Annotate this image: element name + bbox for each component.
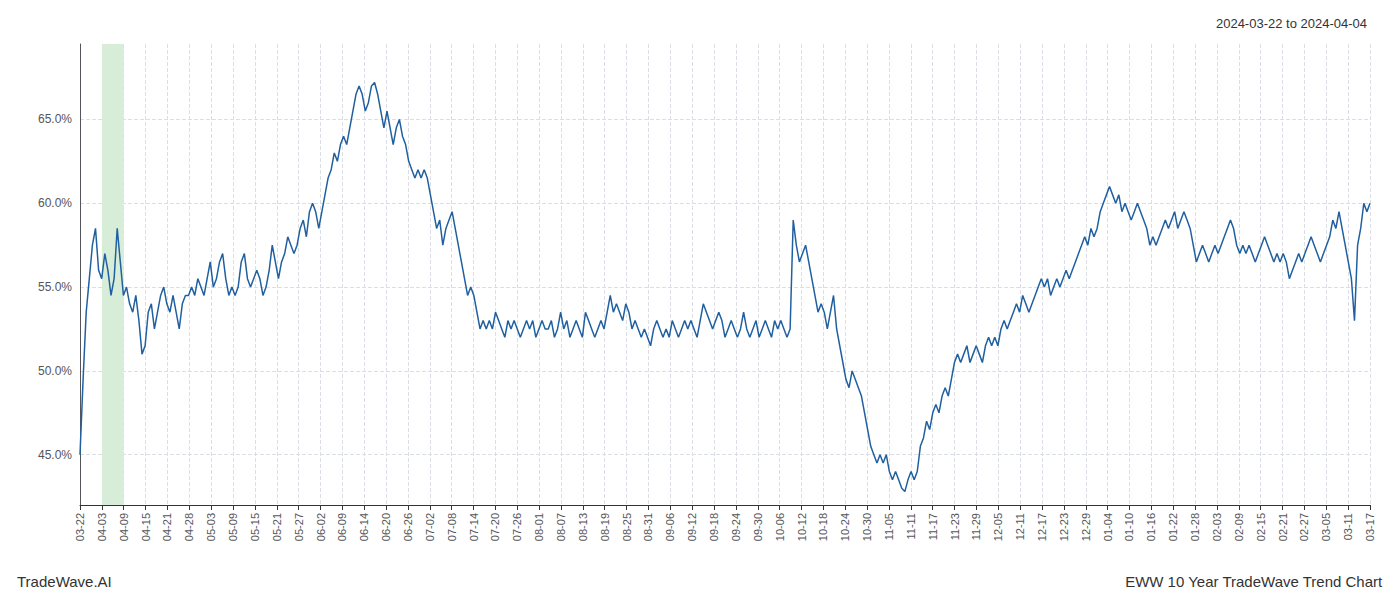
svg-text:01-28: 01-28 xyxy=(1189,513,1201,541)
svg-text:08-07: 08-07 xyxy=(555,513,567,541)
svg-text:10-18: 10-18 xyxy=(817,513,829,541)
svg-text:05-21: 05-21 xyxy=(271,513,283,541)
svg-text:01-04: 01-04 xyxy=(1102,513,1114,541)
svg-text:09-18: 09-18 xyxy=(708,513,720,541)
svg-text:04-03: 04-03 xyxy=(96,513,108,541)
svg-text:05-03: 05-03 xyxy=(205,513,217,541)
svg-text:10-30: 10-30 xyxy=(861,513,873,541)
svg-text:07-08: 07-08 xyxy=(446,513,458,541)
svg-text:06-14: 06-14 xyxy=(358,513,370,541)
svg-text:12-29: 12-29 xyxy=(1080,513,1092,541)
svg-text:06-26: 06-26 xyxy=(402,513,414,541)
svg-text:08-13: 08-13 xyxy=(577,513,589,541)
svg-text:08-25: 08-25 xyxy=(621,513,633,541)
svg-text:08-31: 08-31 xyxy=(642,513,654,541)
svg-text:2024-03-22 to 2024-04-04: 2024-03-22 to 2024-04-04 xyxy=(1216,16,1367,31)
svg-text:65.0%: 65.0% xyxy=(38,112,72,126)
svg-text:11-17: 11-17 xyxy=(927,513,939,540)
svg-text:03-17: 03-17 xyxy=(1364,513,1376,541)
svg-text:05-15: 05-15 xyxy=(249,513,261,541)
svg-text:TradeWave.AI: TradeWave.AI xyxy=(17,573,112,590)
svg-text:60.0%: 60.0% xyxy=(38,196,72,210)
svg-text:10-06: 10-06 xyxy=(774,513,786,541)
svg-text:02-09: 02-09 xyxy=(1233,513,1245,541)
svg-text:07-02: 07-02 xyxy=(424,513,436,541)
svg-text:06-09: 06-09 xyxy=(336,513,348,541)
svg-text:03-22: 03-22 xyxy=(74,513,86,541)
svg-text:EWW 10 Year TradeWave Trend Ch: EWW 10 Year TradeWave Trend Chart xyxy=(1125,573,1383,590)
svg-text:11-29: 11-29 xyxy=(970,513,982,540)
svg-text:02-21: 02-21 xyxy=(1277,513,1289,541)
svg-text:10-12: 10-12 xyxy=(796,513,808,541)
svg-text:02-03: 02-03 xyxy=(1211,513,1223,541)
svg-text:01-10: 01-10 xyxy=(1123,513,1135,541)
svg-text:11-23: 11-23 xyxy=(949,513,961,540)
svg-text:08-01: 08-01 xyxy=(533,513,545,541)
svg-text:02-27: 02-27 xyxy=(1298,513,1310,541)
svg-text:09-12: 09-12 xyxy=(686,513,698,541)
svg-text:10-24: 10-24 xyxy=(839,513,851,541)
svg-text:07-14: 07-14 xyxy=(468,513,480,541)
svg-text:12-17: 12-17 xyxy=(1036,513,1048,541)
svg-text:11-11: 11-11 xyxy=(905,513,917,540)
svg-text:03-05: 03-05 xyxy=(1320,513,1332,541)
svg-text:12-11: 12-11 xyxy=(1014,513,1026,540)
svg-text:08-19: 08-19 xyxy=(599,513,611,541)
svg-text:55.0%: 55.0% xyxy=(38,280,72,294)
svg-text:12-23: 12-23 xyxy=(1058,513,1070,541)
svg-text:50.0%: 50.0% xyxy=(38,364,72,378)
svg-text:06-20: 06-20 xyxy=(380,513,392,541)
svg-text:04-09: 04-09 xyxy=(118,513,130,541)
svg-text:45.0%: 45.0% xyxy=(38,448,72,462)
svg-text:04-15: 04-15 xyxy=(140,513,152,541)
svg-text:01-16: 01-16 xyxy=(1145,513,1157,541)
svg-text:05-27: 05-27 xyxy=(293,513,305,541)
svg-text:09-24: 09-24 xyxy=(730,513,742,541)
svg-text:04-21: 04-21 xyxy=(161,513,173,541)
svg-text:07-20: 07-20 xyxy=(489,513,501,541)
svg-text:07-26: 07-26 xyxy=(511,513,523,541)
svg-text:06-02: 06-02 xyxy=(315,513,327,541)
svg-text:09-30: 09-30 xyxy=(752,513,764,541)
svg-text:12-05: 12-05 xyxy=(992,513,1004,541)
svg-text:11-05: 11-05 xyxy=(883,513,895,540)
svg-text:05-09: 05-09 xyxy=(227,513,239,541)
svg-text:04-28: 04-28 xyxy=(183,513,195,541)
svg-text:02-15: 02-15 xyxy=(1255,513,1267,541)
svg-text:09-06: 09-06 xyxy=(664,513,676,541)
svg-text:03-11: 03-11 xyxy=(1342,513,1354,540)
svg-text:01-22: 01-22 xyxy=(1167,513,1179,541)
